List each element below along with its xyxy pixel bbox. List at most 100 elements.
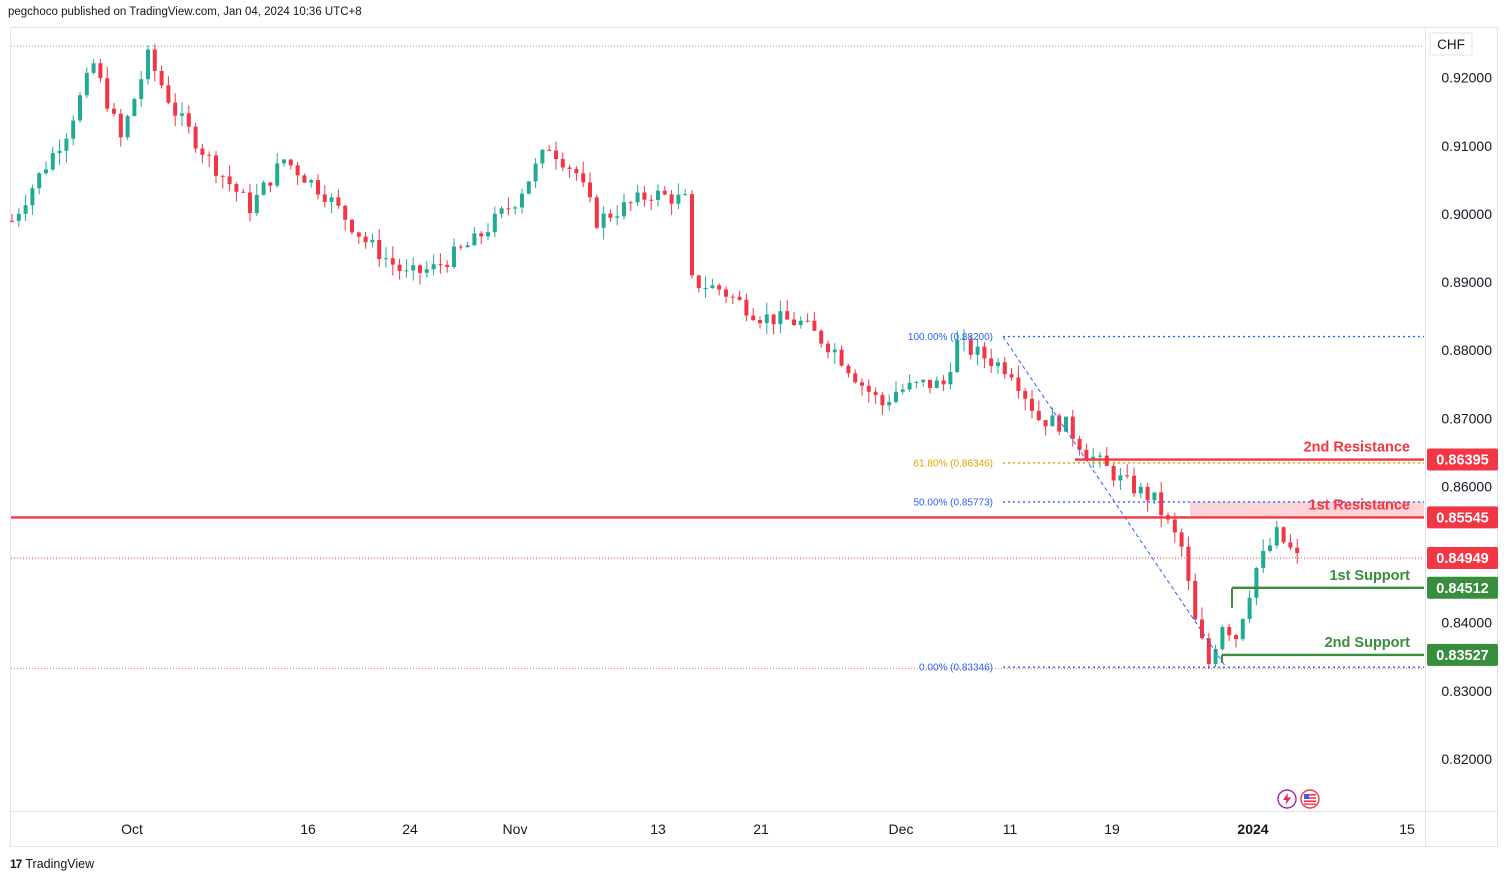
current-price-tag [1427, 547, 1498, 570]
current-price-label: 0.84949 [1436, 551, 1488, 567]
candle-body [254, 194, 259, 214]
candle-body [744, 299, 749, 316]
candle-body [962, 338, 966, 340]
candle-body [465, 245, 470, 248]
candle-body [139, 79, 144, 100]
candle-body [635, 192, 640, 203]
candle-body [1247, 597, 1252, 620]
candle-body [220, 175, 225, 177]
price-axis-divider [1425, 27, 1426, 847]
candle-body [1240, 619, 1245, 640]
price-tag [1427, 643, 1498, 666]
candle-body [200, 148, 205, 155]
candle-body [472, 233, 477, 246]
candle-body [309, 180, 314, 183]
candle-body [975, 346, 980, 355]
currency-label: CHF [1437, 37, 1465, 52]
candle-body [717, 285, 722, 290]
candle-body [486, 232, 490, 237]
candle-body [57, 150, 62, 153]
candle-body [166, 85, 171, 103]
candle-body [492, 213, 497, 233]
candle-body [1125, 475, 1130, 477]
candle-body [173, 102, 178, 116]
y-tick-label: 0.82000 [1441, 751, 1492, 767]
candle-body [982, 346, 987, 359]
tradingview-logo-icon: 17 [10, 857, 22, 871]
candle-body [819, 330, 824, 344]
candle-body [724, 289, 728, 297]
candle-body [710, 285, 715, 289]
candle-body [445, 264, 450, 268]
candle-body [683, 194, 688, 196]
x-tick-label: 16 [300, 821, 316, 837]
candle-body [105, 78, 110, 109]
resistance-zone [1190, 501, 1424, 518]
candle-body [1274, 527, 1279, 546]
candle-body [696, 275, 701, 289]
candle-body [23, 205, 28, 214]
candle-body [805, 320, 810, 322]
candle-body [1009, 374, 1014, 378]
candle-body [649, 199, 654, 201]
candle-body [547, 149, 552, 151]
x-tick-label: 11 [1003, 821, 1018, 837]
y-tick-label: 0.90000 [1441, 206, 1492, 222]
candle-body [615, 216, 620, 218]
candle-body [1220, 627, 1225, 650]
candle-body [751, 315, 756, 321]
x-tick-label: 2024 [1237, 821, 1268, 837]
candle-body [316, 180, 320, 195]
candle-body [574, 168, 579, 174]
candle-body [601, 213, 606, 228]
y-tick-label: 0.83000 [1441, 683, 1492, 699]
us-flag-icon[interactable] [1300, 789, 1320, 809]
candle-body [989, 358, 994, 367]
candle-body [152, 49, 157, 71]
candle-body [234, 184, 239, 192]
footer-brand[interactable]: 17 TradingView [10, 857, 94, 871]
candle-body [350, 219, 354, 233]
candle-body [941, 380, 946, 385]
level-label: 1st Resistance [1308, 497, 1410, 513]
level-label: 2nd Support [1325, 635, 1411, 651]
candle-body [1138, 486, 1143, 494]
candles [10, 44, 1300, 669]
fib-level-label: 50.00% (0.85773) [913, 497, 993, 508]
candle-body [275, 163, 280, 186]
candle-body [730, 296, 735, 298]
x-tick-label: Oct [121, 821, 143, 837]
price-tag [1427, 576, 1498, 599]
candle-body [390, 258, 395, 265]
candle-body [798, 320, 803, 326]
fib-level-label: 61.80% (0.86346) [913, 458, 993, 469]
candle-body [764, 314, 769, 324]
candle-body [846, 365, 851, 374]
candle-body [1091, 456, 1096, 460]
candle-body [268, 182, 273, 186]
candle-body [499, 208, 504, 214]
candle-body [37, 173, 42, 189]
candle-body [16, 213, 21, 221]
price-tag-label: 0.85545 [1436, 510, 1488, 526]
candle-body [132, 99, 137, 116]
y-tick-label: 0.91000 [1441, 138, 1492, 154]
candle-body [662, 190, 667, 195]
y-tick-label: 0.84000 [1441, 615, 1492, 631]
x-tick-label: Dec [889, 821, 914, 837]
lightning-icon[interactable] [1277, 789, 1297, 809]
fib-level-label: 100.00% (0.88200) [908, 332, 993, 343]
candle-body [1281, 527, 1286, 543]
candle-body [520, 193, 524, 208]
candle-body [1234, 635, 1238, 640]
candle-body [934, 380, 939, 388]
candle-body [438, 264, 443, 266]
candle-body [1179, 532, 1184, 547]
fib-level-label: 0.00% (0.83346) [919, 663, 993, 674]
x-tick-label: 13 [650, 821, 666, 837]
candle-body [356, 232, 361, 237]
x-tick-label: 19 [1104, 821, 1120, 837]
candle-body [1200, 619, 1204, 639]
candle-body [125, 115, 130, 138]
